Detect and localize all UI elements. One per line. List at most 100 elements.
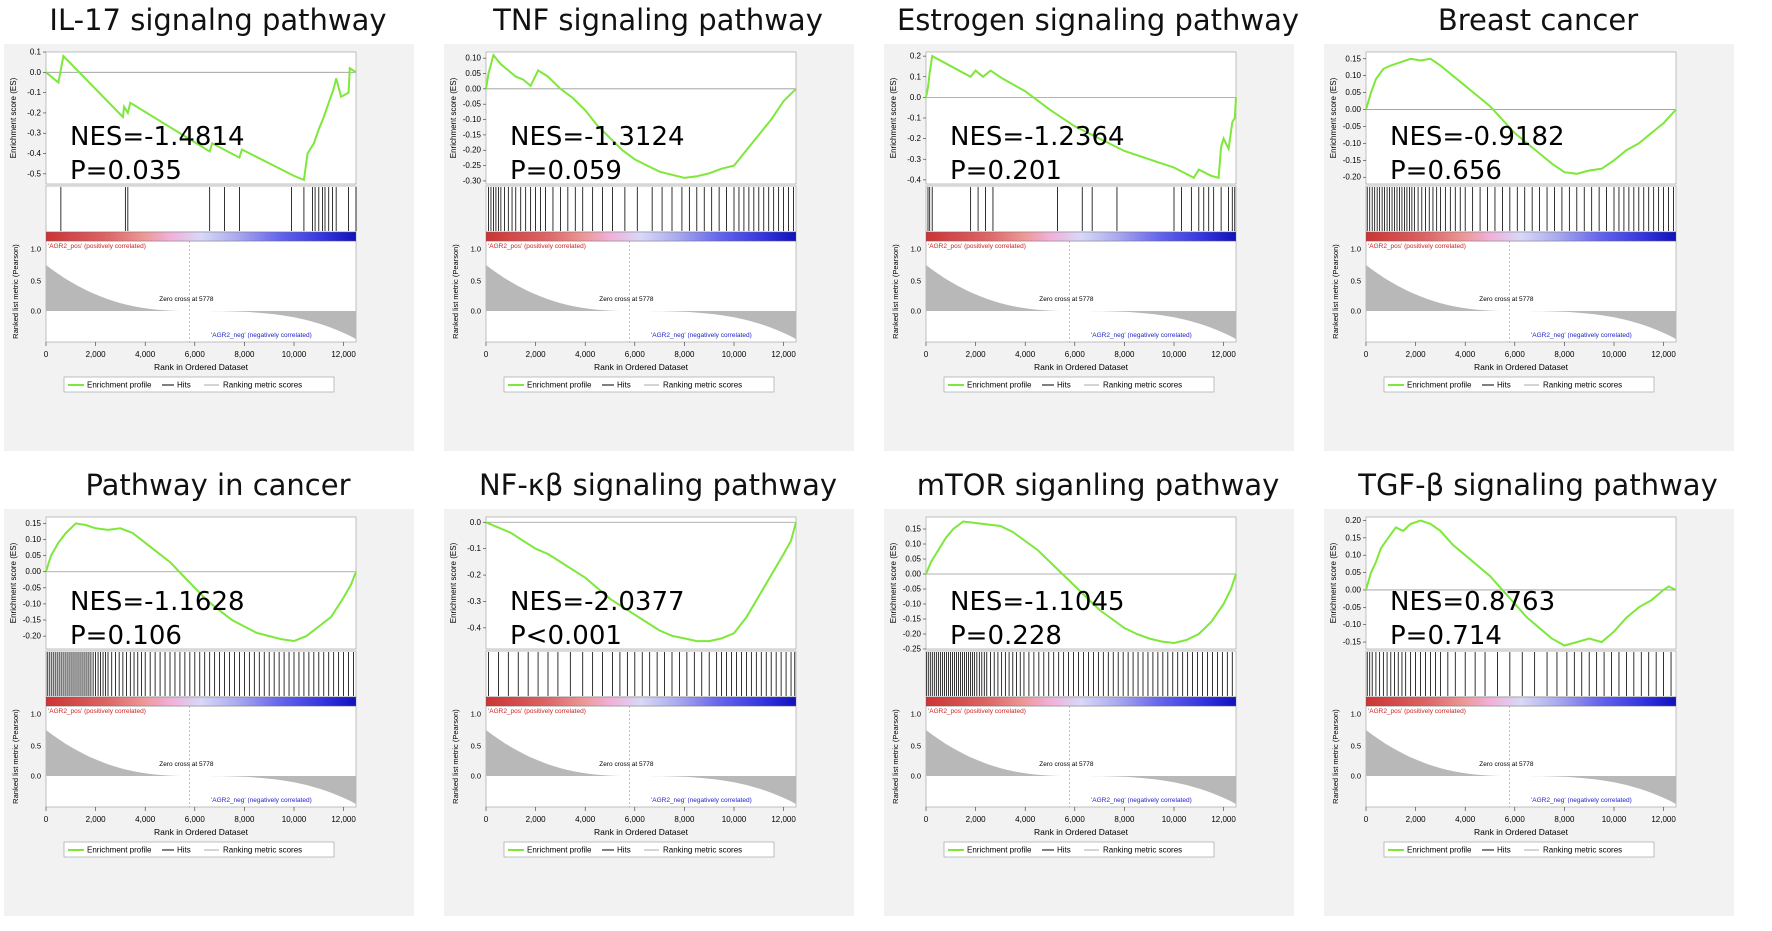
gsea-plot-svg: 0.150.100.050.00-0.05-0.10-0.15-0.20-0.2… bbox=[889, 516, 1237, 858]
x-tick-label: 6,000 bbox=[1505, 815, 1526, 824]
nes-stats: NES=-1.1045 P=0.228 bbox=[950, 585, 1125, 653]
es-axis-label: Enrichment score (ES) bbox=[889, 542, 898, 623]
metric-axis-label: Ranked list metric (Pearson) bbox=[891, 709, 900, 804]
es-ytick-label: -0.3 bbox=[467, 597, 481, 606]
neg-correlated-label: 'AGR2_neg' (negatively correlated) bbox=[1091, 797, 1192, 804]
gsea-plot-svg: 0.2 0.1 0.0 -0.1 -0.2 -0.3 -0.4 Enrichment scor… bbox=[889, 52, 1237, 393]
es-axis-label: Enrichment score (ES) bbox=[1329, 542, 1338, 623]
metric-axis-label: Ranked list metric (Pearson) bbox=[1331, 709, 1340, 804]
legend-hits-label: Hits bbox=[177, 846, 191, 855]
es-ytick-label: -0.4 bbox=[907, 175, 921, 184]
legend-hits-label: Hits bbox=[1057, 381, 1071, 390]
gsea-plot-svg: 0.200.150.100.050.00-0.05-0.10-0.15Enric… bbox=[1329, 516, 1677, 858]
legend: Enrichment profile Hits Ranking metric sco… bbox=[63, 841, 335, 858]
p-value: P<0.001 bbox=[510, 621, 622, 651]
gsea-panel: NF-κβ signaling pathway 0.0 -0.1 -0.2 -0.3 -0… bbox=[440, 465, 876, 930]
x-tick-label: 2,000 bbox=[86, 350, 107, 359]
zero-cross-label: Zero cross at 5778 bbox=[1479, 761, 1534, 768]
x-axis-label: Rank in Ordered Dataset bbox=[154, 827, 249, 837]
x-axis-label: Rank in Ordered Dataset bbox=[1474, 827, 1569, 837]
metric-ytick-label: 1.0 bbox=[31, 245, 41, 254]
legend-hits-label: Hits bbox=[1057, 846, 1071, 855]
x-tick-label: 10,000 bbox=[722, 350, 747, 359]
x-tick-label: 0 bbox=[484, 815, 489, 824]
es-ytick-label: -0.05 bbox=[463, 100, 482, 109]
metric-plot-area bbox=[1365, 705, 1677, 808]
legend: Enrichment profile Hits Ranking metric sco… bbox=[1383, 841, 1655, 858]
legend: Enrichment profile Hits Ranking metric sco… bbox=[1383, 376, 1655, 393]
metric-ytick-label: 0.5 bbox=[471, 742, 481, 751]
metric-plot-area bbox=[485, 705, 797, 808]
nes-stats: NES=-1.3124 P=0.059 bbox=[510, 120, 685, 188]
es-ytick-label: 0.1 bbox=[910, 72, 922, 81]
x-tick-label: 12,000 bbox=[1211, 350, 1236, 359]
neg-correlated-label: 'AGR2_neg' (negatively correlated) bbox=[651, 332, 752, 339]
legend-metric-label: Ranking metric scores bbox=[663, 846, 742, 855]
es-ytick-label: -0.5 bbox=[27, 169, 41, 178]
nes-value: NES=-1.1045 bbox=[950, 587, 1125, 617]
es-ytick-label: -0.15 bbox=[1343, 638, 1362, 647]
hits-area bbox=[925, 650, 1237, 698]
es-ytick-label: 0.05 bbox=[25, 551, 41, 560]
gsea-panel: Pathway in cancer 0.15 0.10 0.05 0.00 -0.05 -0… bbox=[0, 465, 436, 930]
es-ytick-label: -0.2 bbox=[907, 134, 921, 143]
gsea-panel: mTOR siganling pathway 0.15 0.10 0.05 0.00 -0… bbox=[880, 465, 1316, 930]
es-ytick-label: -0.4 bbox=[467, 623, 481, 632]
enrichment-profile-line bbox=[45, 522, 357, 643]
es-ytick-label: -0.15 bbox=[903, 615, 922, 624]
nes-stats: NES=-1.2364 P=0.201 bbox=[950, 120, 1125, 188]
es-ytick-label: 0.05 bbox=[905, 555, 921, 564]
es-ytick-label: -0.1 bbox=[467, 544, 481, 553]
es-ytick-label: 0.15 bbox=[1345, 54, 1361, 63]
nes-stats: NES=-2.0377 P<0.001 bbox=[510, 585, 685, 653]
panel-title: NF-κβ signaling pathway bbox=[478, 468, 838, 502]
es-ytick-label: 0.00 bbox=[905, 570, 921, 579]
x-tick-label: 12,000 bbox=[771, 815, 796, 824]
metric-axis-label: Ranked list metric (Pearson) bbox=[451, 709, 460, 804]
es-ytick-label: -0.2 bbox=[467, 571, 481, 580]
es-ytick-label: -0.15 bbox=[463, 130, 482, 139]
es-ytick-label: 0.05 bbox=[465, 69, 481, 78]
pos-correlated-label: 'AGR2_pos' (positively correlated) bbox=[1368, 243, 1466, 250]
gsea-plot-svg: 0.0 -0.1 -0.2 -0.3 -0.4 Enrichment score (ES)… bbox=[449, 516, 797, 858]
x-tick-label: 12,000 bbox=[1211, 815, 1236, 824]
legend-box bbox=[943, 376, 1215, 393]
es-ytick-label: -0.30 bbox=[463, 176, 482, 185]
pos-correlated-label: 'AGR2_pos' (positively correlated) bbox=[928, 243, 1026, 250]
rank-color-bar bbox=[485, 696, 797, 707]
legend-profile-label: Enrichment profile bbox=[87, 381, 152, 390]
gsea-panel: IL-17 signalng pathway 0.1 0.0 -0.1 -0.2 -0.3… bbox=[0, 0, 436, 465]
es-ytick-label: -0.2 bbox=[27, 108, 41, 117]
panel-title: Estrogen signaling pathway bbox=[896, 3, 1300, 37]
legend-metric-label: Ranking metric scores bbox=[223, 381, 302, 390]
panel-title: mTOR siganling pathway bbox=[916, 468, 1280, 502]
pos-correlated-label: 'AGR2_pos' (positively correlated) bbox=[488, 708, 586, 715]
x-axis-label: Rank in Ordered Dataset bbox=[594, 362, 689, 372]
metric-ytick-label: 0.5 bbox=[911, 742, 921, 751]
x-tick-label: 4,000 bbox=[575, 815, 596, 824]
x-axis-label: Rank in Ordered Dataset bbox=[1034, 362, 1129, 372]
x-tick-label: 8,000 bbox=[234, 350, 255, 359]
x-tick-label: 0 bbox=[1364, 815, 1369, 824]
legend-hits-label: Hits bbox=[617, 846, 631, 855]
x-tick-label: 10,000 bbox=[722, 815, 747, 824]
x-tick-label: 0 bbox=[924, 815, 929, 824]
legend-box bbox=[63, 376, 335, 393]
metric-ytick-label: 1.0 bbox=[1351, 710, 1361, 719]
metric-ytick-label: 0.0 bbox=[1351, 772, 1361, 781]
es-ytick-label: 0.0 bbox=[910, 93, 922, 102]
legend-profile-label: Enrichment profile bbox=[527, 381, 592, 390]
x-tick-label: 2,000 bbox=[526, 350, 547, 359]
rank-color-bar bbox=[45, 696, 357, 707]
x-tick-label: 12,000 bbox=[331, 350, 356, 359]
es-plot-area bbox=[1365, 51, 1677, 185]
es-ytick-label: -0.25 bbox=[463, 161, 482, 170]
es-ytick-label: 0.0 bbox=[470, 518, 482, 527]
gsea-plot: 0.15 0.10 0.05 0.00 -0.05 -0.10 -0.15 -0.20 Enri… bbox=[4, 509, 414, 916]
es-ytick-label: -0.10 bbox=[23, 599, 42, 608]
x-tick-label: 10,000 bbox=[1602, 350, 1627, 359]
legend-box bbox=[1383, 841, 1655, 858]
legend-profile-label: Enrichment profile bbox=[527, 846, 592, 855]
ranking-metric-area bbox=[1366, 265, 1676, 339]
